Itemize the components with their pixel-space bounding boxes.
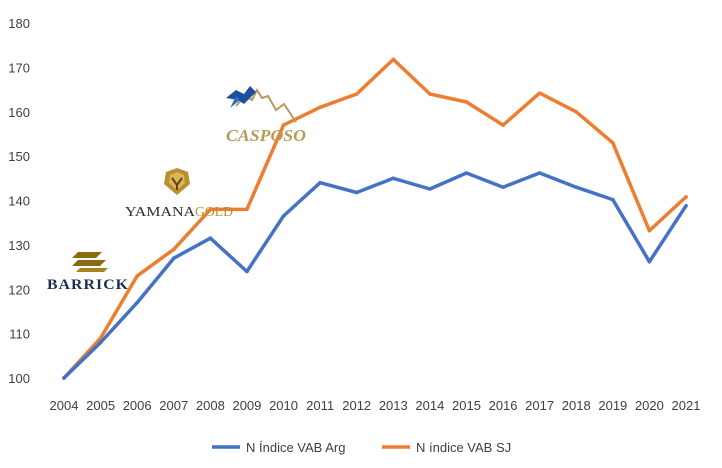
y-axis: 100 110 120 130 140 150 160 170 180 [8,16,30,386]
y-tick-label: 160 [8,105,30,120]
x-tick-label: 2007 [159,398,188,413]
data-point [428,187,432,191]
data-point [501,185,505,189]
data-point [281,123,286,127]
legend-label: N Índice VAB Arg [246,440,345,455]
data-point [574,109,579,114]
legend-item: N Índice VAB Arg [212,440,345,455]
svg-text:CASPOSO: CASPOSO [226,126,306,145]
data-point [611,197,615,202]
x-tick-label: 2021 [672,398,701,413]
data-point [281,214,286,218]
data-point [62,376,66,380]
x-tick-label: 2020 [635,398,664,413]
data-point [98,340,103,345]
y-tick-label: 100 [8,371,30,386]
data-point [208,236,213,241]
data-point [245,269,249,274]
data-point [135,300,139,305]
y-tick-label: 170 [8,60,30,75]
x-tick-label: 2015 [452,398,481,413]
y-tick-label: 110 [9,327,30,342]
x-tick-label: 2011 [306,398,334,413]
data-point [171,247,176,252]
legend: N Índice VAB Arg N índice VAB SJ [212,440,511,455]
data-point [208,207,213,212]
y-tick-label: 180 [8,16,30,31]
y-tick-label: 120 [8,282,30,297]
x-tick-label: 2013 [379,398,408,413]
data-point [684,204,688,208]
data-point [354,190,359,195]
x-tick-label: 2019 [598,398,627,413]
svg-text:BARRICK: BARRICK [47,277,129,293]
legend-label: N índice VAB SJ [416,440,511,455]
y-tick-label: 150 [8,149,30,164]
x-tick-label: 2006 [123,398,152,413]
svg-text:GOLD: GOLD [195,205,233,220]
series-lines [62,57,688,380]
data-point [464,100,469,104]
data-point [647,259,652,264]
svg-text:YAMANA: YAMANA [125,205,196,220]
data-point [318,105,322,110]
data-point [391,57,396,62]
yamana-gold-logo: YAMANA GOLD [125,168,233,220]
casposo-logo: CASPOSO [226,86,306,145]
x-tick-label: 2014 [415,398,444,413]
x-tick-label: 2008 [196,398,225,413]
series-line-sj [62,57,688,380]
x-tick-label: 2012 [342,398,371,413]
x-tick-label: 2004 [50,398,79,413]
x-tick-label: 2005 [86,398,115,413]
data-point [245,207,249,212]
data-point [537,171,542,175]
x-tick-label: 2017 [525,398,554,413]
x-axis: 2004 2005 2006 2007 2008 2009 2010 2011 2012 2013… [50,398,701,413]
data-point [428,92,432,96]
data-point [684,195,688,199]
y-tick-label: 140 [8,194,30,209]
data-point [611,141,615,145]
data-point [537,91,542,95]
data-point [391,176,396,181]
series-line-arg [62,171,688,380]
x-tick-label: 2016 [489,398,518,413]
data-point [135,274,139,278]
barrick-logo: BARRICK [47,252,129,293]
x-tick-label: 2009 [232,398,261,413]
data-point [574,185,579,189]
data-point [501,123,505,127]
data-point [647,228,652,233]
x-tick-label: 2018 [562,398,591,413]
data-point [354,92,359,96]
y-tick-label: 130 [8,238,30,253]
data-point [464,171,469,175]
x-tick-label: 2010 [269,398,298,413]
legend-item: N índice VAB SJ [382,440,511,455]
data-point [318,180,322,185]
data-point [171,256,176,260]
